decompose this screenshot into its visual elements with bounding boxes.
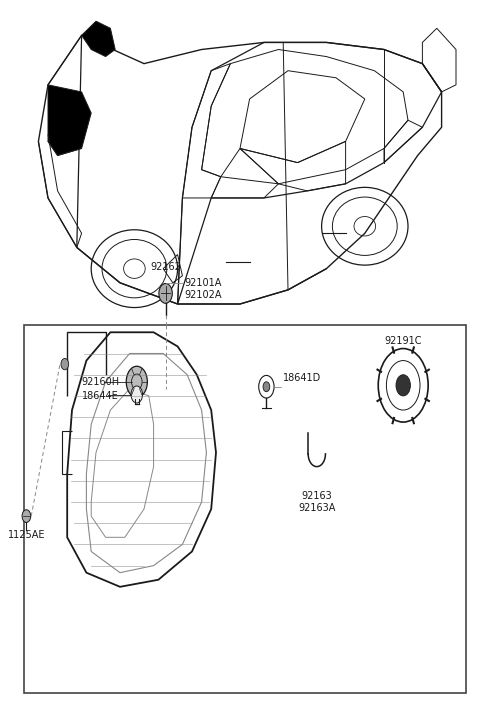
Circle shape — [159, 284, 172, 303]
Polygon shape — [82, 21, 115, 57]
Text: 92101A: 92101A — [185, 278, 222, 288]
Text: 1125AE: 1125AE — [8, 530, 45, 540]
Text: 92102A: 92102A — [185, 290, 222, 300]
Text: 92163: 92163 — [301, 491, 332, 501]
Text: 92162: 92162 — [150, 262, 181, 272]
Text: 18644E: 18644E — [82, 391, 119, 401]
Circle shape — [263, 382, 270, 392]
Polygon shape — [48, 85, 91, 156]
Circle shape — [126, 366, 147, 397]
Circle shape — [61, 358, 69, 370]
Circle shape — [22, 510, 31, 522]
Circle shape — [396, 375, 410, 396]
Bar — [24, 325, 466, 693]
Circle shape — [131, 386, 143, 403]
Text: 92191C: 92191C — [384, 337, 422, 346]
Text: 92160H: 92160H — [82, 377, 120, 387]
Text: 92163A: 92163A — [298, 503, 336, 513]
Text: 18641D: 18641D — [283, 373, 322, 383]
